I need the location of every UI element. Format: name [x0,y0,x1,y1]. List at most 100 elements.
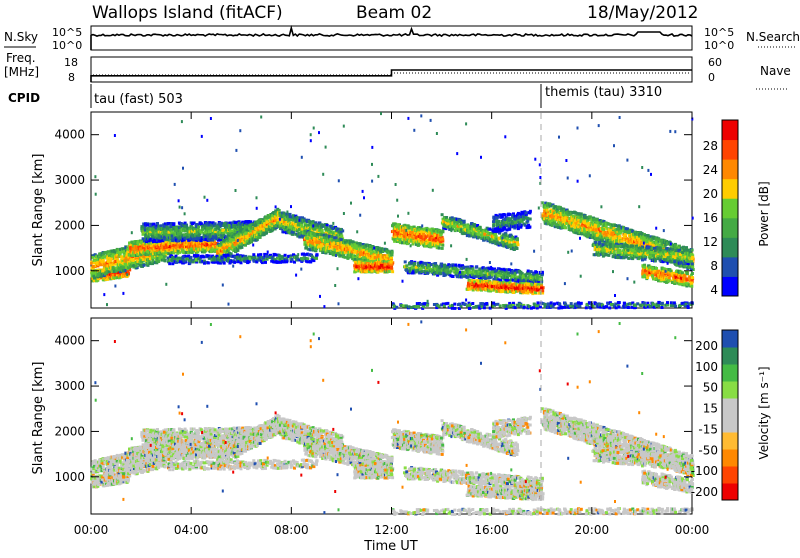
power-data-point [240,246,243,249]
power-data-point [306,257,309,260]
power-data-point [264,261,267,264]
power-data-point [163,225,166,228]
nsearch-label: N.Search [746,30,800,44]
power-data-point [284,254,287,257]
date-label: 18/May/2012 [587,3,699,23]
power-data-point [240,261,243,264]
freq-left-tick-top: 18 [64,56,78,69]
power-data-point [213,241,216,244]
power-data-point [390,261,393,264]
nsky-label: N.Sky [4,30,38,44]
power-data-point [259,253,262,256]
power-data-point [285,260,288,263]
freq-panel: Freq. [MHz] 18 8 60 0 Nave [4,51,791,89]
power-data-point [316,241,319,244]
power-data-point [152,259,155,262]
power-data-point [102,259,105,262]
power-data-point [264,232,267,235]
power-data-point [251,256,254,259]
power-data-point [170,259,173,262]
power-data-point [156,222,159,225]
power-data-point [129,265,132,268]
power-data-point [214,222,217,225]
power-data-point [190,256,193,259]
power-data-point [252,253,255,256]
noise-series-line [91,28,692,50]
nave-label: Nave [760,64,791,78]
power-data-point [397,223,400,226]
power-data-point [304,241,307,244]
power-data-point [278,254,281,257]
power-data-point [342,255,345,258]
power-data-point [391,251,394,254]
power-data-point [184,230,187,233]
power-data-point [200,222,203,225]
power-data-point [227,254,230,257]
freq-right-tick-bottom: 0 [708,71,715,84]
power-data-point [244,244,247,247]
power-data-point [222,239,225,242]
power-data-point [312,259,315,262]
power-data-point [326,243,329,246]
power-data-point [207,261,210,264]
power-data-point [177,250,180,253]
cpid-segment-1: tau (fast) 503 [94,92,183,107]
power-data-point [109,259,112,262]
power-data-point [258,259,261,262]
power-data-point [391,270,394,273]
power-data-point [316,253,319,256]
power-data-point [328,235,331,238]
power-data-point [146,223,149,226]
power-data-point [352,240,355,243]
power-data-point [91,256,94,259]
freq-right-tick-top: 60 [708,56,722,69]
mhz-label: [MHz] [4,65,39,79]
beam-label: Beam 02 [356,3,432,23]
power-data-point [157,260,160,263]
power-data-point [245,232,248,235]
power-data-point [302,253,305,256]
power-data-point [236,256,239,259]
power-data-point [233,261,236,264]
power-data-point [340,234,343,237]
power-data-point [306,237,309,240]
power-data-point [218,228,221,231]
power-data-point [390,266,393,269]
power-data-point [297,223,300,226]
power-data-point [312,232,315,235]
power-data-point [223,262,226,265]
power-data-point [292,231,295,234]
power-data-point [390,253,393,256]
noise-left-tick-top: 10^5 [52,26,82,39]
power-data-point [219,222,222,225]
power-data-point [112,267,115,270]
power-data-point [339,228,342,231]
power-data-point [388,270,391,273]
power-data-point [315,257,318,260]
power-data-point [197,226,200,229]
power-data-point [274,253,277,256]
power-data-point [172,223,175,226]
power-data-point [164,259,167,262]
power-data-point [305,253,308,256]
power-data-point [246,229,249,232]
power-data-point [168,262,171,265]
page-title: Wallops Island (fitACF) [92,3,283,23]
noise-right-tick-bottom: 10^0 [704,39,734,52]
power-data-point [259,236,262,239]
freq-series-line [91,70,692,82]
power-data-point [200,231,203,234]
power-data-point [108,270,111,273]
power-data-point [203,255,206,258]
cpid-row: CPID tau (fast) 503 themis (tau) 3310 [8,84,662,108]
freq-left-tick-bottom: 8 [68,71,75,84]
power-data-point [248,260,251,263]
power-data-point [224,222,227,225]
cpid-label: CPID [8,91,40,105]
power-data-point [306,260,309,263]
power-data-point [159,240,162,243]
noise-right-tick-top: 10^5 [704,26,734,39]
power-data-point [143,264,146,267]
cpid-segment-2: themis (tau) 3310 [545,85,662,100]
